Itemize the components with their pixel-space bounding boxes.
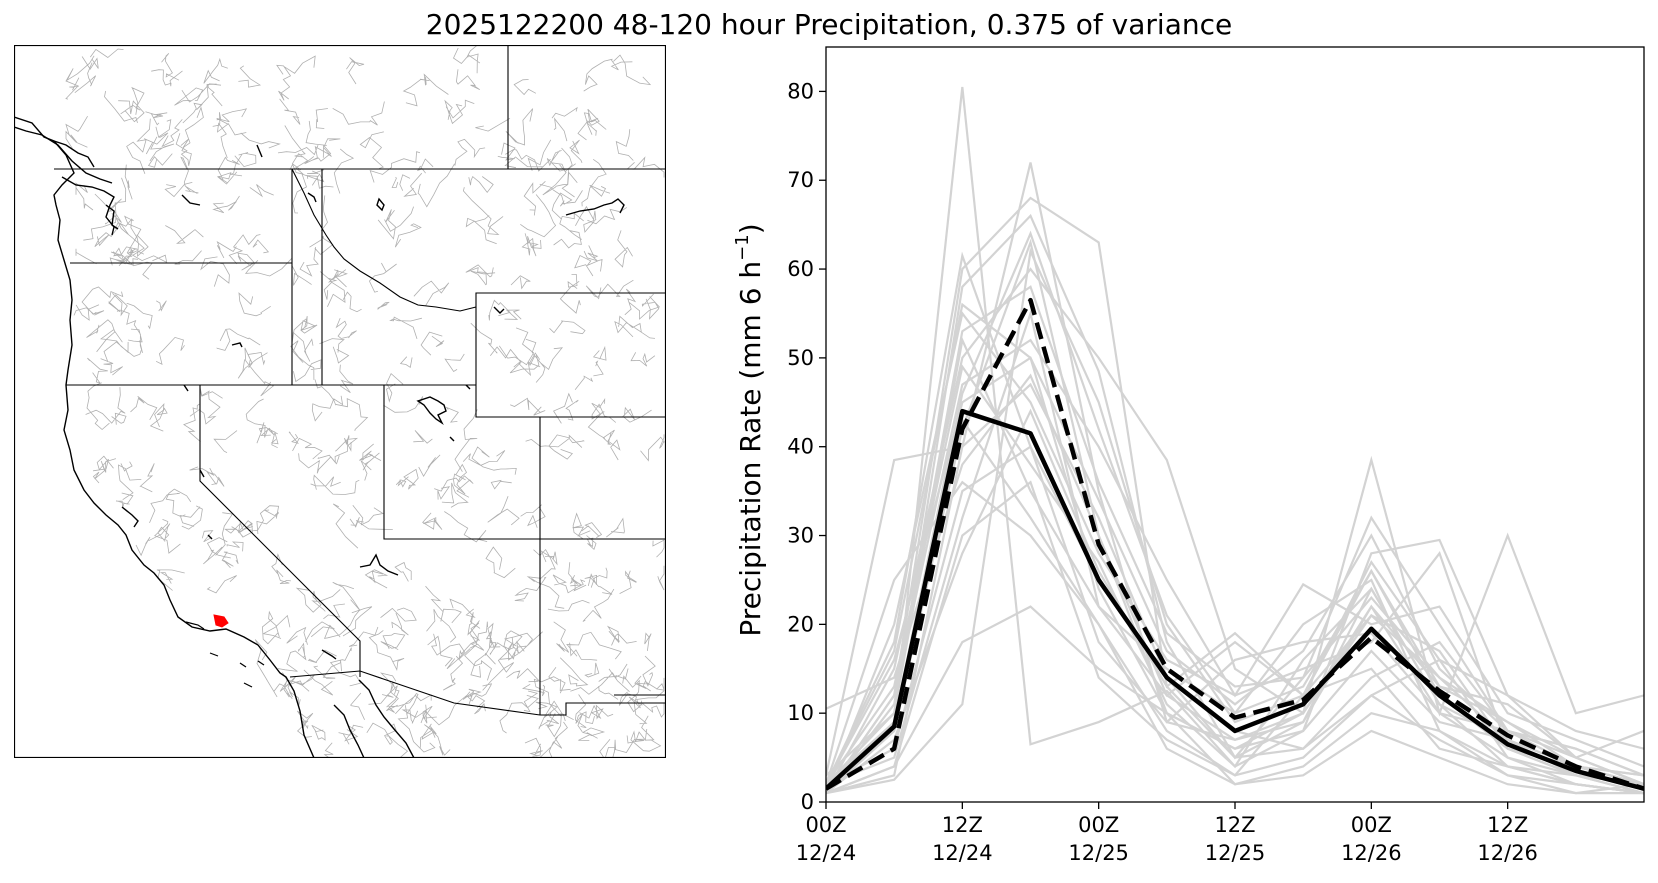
member-lines xyxy=(826,86,1644,795)
y-tick-label: 40 xyxy=(787,435,814,459)
member-line-22 xyxy=(826,230,1644,794)
member-line-10 xyxy=(826,336,1644,777)
y-axis-label: Precipitation Rate (mm 6 h−1) xyxy=(732,223,767,636)
figure-title: 2025122200 48-120 hour Precipitation, 0.… xyxy=(425,8,1233,41)
x-tick-label-time: 12Z xyxy=(942,813,983,837)
basin-map xyxy=(14,45,666,758)
x-tick-label-time: 12Z xyxy=(1487,813,1528,837)
member-line-23 xyxy=(826,480,1644,795)
x-tick-label-date: 12/26 xyxy=(1341,841,1402,865)
x-tick-label-date: 12/26 xyxy=(1477,841,1538,865)
y-tick-label: 50 xyxy=(787,346,814,370)
dashed-series-line xyxy=(826,297,1644,791)
y-axis-ticks: 0 10 20 30 40 50 60 70 80 xyxy=(787,79,826,814)
member-line-21 xyxy=(826,364,1644,786)
x-tick-label-time: 00Z xyxy=(1351,813,1392,837)
basin-subdivision-lines xyxy=(65,45,665,758)
x-tick-label-time: 00Z xyxy=(1078,813,1119,837)
y-tick-label: 0 xyxy=(801,790,814,814)
y-tick-label: 20 xyxy=(787,612,814,636)
baja-coast xyxy=(333,679,415,758)
selected-basin-highlight xyxy=(213,614,229,628)
x-tick-label-date: 12/24 xyxy=(932,841,993,865)
basin-boundaries xyxy=(65,45,665,758)
solid-series-line xyxy=(826,408,1644,791)
state-boundaries xyxy=(54,45,666,716)
x-axis-ticks: 00Z 12/24 12Z 12/24 00Z 12/25 12Z 12/25 00Z 12/26… xyxy=(796,802,1538,865)
member-line-19 xyxy=(826,445,1644,795)
x-tick-label-time: 12Z xyxy=(1214,813,1255,837)
y-tick-label: 70 xyxy=(787,168,814,192)
x-tick-label-date: 12/25 xyxy=(1205,841,1266,865)
channel-islands xyxy=(185,621,265,688)
x-tick-label-time: 00Z xyxy=(805,813,846,837)
member-line-24 xyxy=(826,302,1644,786)
lakes xyxy=(105,144,625,660)
member-line-4 xyxy=(826,267,1644,794)
x-tick-label-date: 12/25 xyxy=(1068,841,1129,865)
coastline xyxy=(14,116,315,758)
main-series xyxy=(826,297,1644,791)
y-tick-label: 30 xyxy=(787,524,814,548)
member-line-17 xyxy=(826,408,1644,795)
puget-sound xyxy=(53,140,115,236)
y-tick-label: 60 xyxy=(787,257,814,281)
y-tick-label: 80 xyxy=(787,79,814,103)
y-tick-label: 10 xyxy=(787,701,814,725)
vancouver-island xyxy=(14,126,113,184)
x-tick-label-date: 12/24 xyxy=(796,841,857,865)
member-line-18 xyxy=(826,285,1644,794)
